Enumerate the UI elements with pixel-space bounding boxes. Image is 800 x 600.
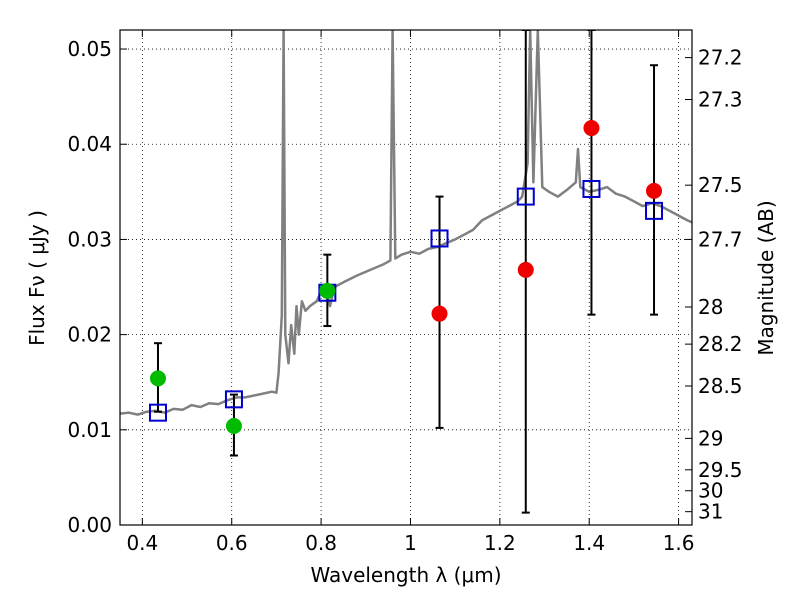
right-tick-label: 28.5 <box>698 374 743 398</box>
right-tick-label: 29.5 <box>698 458 743 482</box>
y-tick-label: 0.05 <box>67 37 112 61</box>
detection-point <box>319 282 336 299</box>
plot-area <box>120 30 692 514</box>
right-tick-label: 29 <box>698 426 723 450</box>
right-tick-label: 27.3 <box>698 87 743 111</box>
axis-ticks <box>120 30 692 526</box>
detection-point <box>517 261 534 278</box>
detection-point <box>646 182 663 199</box>
right-axis-title: Magnitude (AB) <box>754 200 778 355</box>
right-tick-label: 27.2 <box>698 46 743 70</box>
detection-point <box>431 305 448 322</box>
y-tick-label: 0.03 <box>67 227 112 251</box>
model-flux-square <box>582 179 601 198</box>
x-tick-label: 1.4 <box>573 531 605 555</box>
x-tick-label: 0.4 <box>126 531 158 555</box>
x-axis-title: Wavelength λ (μm) <box>310 563 501 587</box>
model-flux-square <box>516 187 535 206</box>
model-spectrum-line <box>120 30 692 416</box>
right-tick-label: 27.7 <box>698 227 743 251</box>
detection-point <box>149 370 166 387</box>
right-tick-label: 27.5 <box>698 173 743 197</box>
y-tick-label: 0.01 <box>67 418 112 442</box>
detection-point <box>225 418 242 434</box>
plot-frame <box>119 29 693 526</box>
x-tick-label: 0.8 <box>305 531 337 555</box>
x-tick-label: 0.6 <box>216 531 248 555</box>
x-tick-label: 1 <box>404 531 417 555</box>
y-axis-title: Flux Fν ( μJy ) <box>25 210 49 346</box>
right-tick-label: 30 <box>698 479 723 503</box>
y-tick-label: 0.04 <box>67 132 112 156</box>
x-tick-label: 1.6 <box>663 531 695 555</box>
model-flux-square <box>645 201 664 220</box>
model-flux-square <box>224 390 243 409</box>
right-tick-label: 31 <box>698 500 723 524</box>
grid-lines <box>120 30 692 526</box>
tick-labels: 0.4 0.6 0.8 1 1.2 1.4 1.6 0.00 0.01 0.02 0.03 0.04 0… <box>67 37 742 555</box>
model-flux-square <box>148 403 167 422</box>
right-tick-label: 28.2 <box>698 332 743 356</box>
y-tick-label: 0.00 <box>67 513 112 537</box>
detection-point <box>583 120 600 137</box>
model-flux-square <box>430 229 449 248</box>
y-tick-label: 0.02 <box>67 323 112 347</box>
right-tick-label: 28 <box>698 295 723 319</box>
x-tick-label: 1.2 <box>484 531 516 555</box>
